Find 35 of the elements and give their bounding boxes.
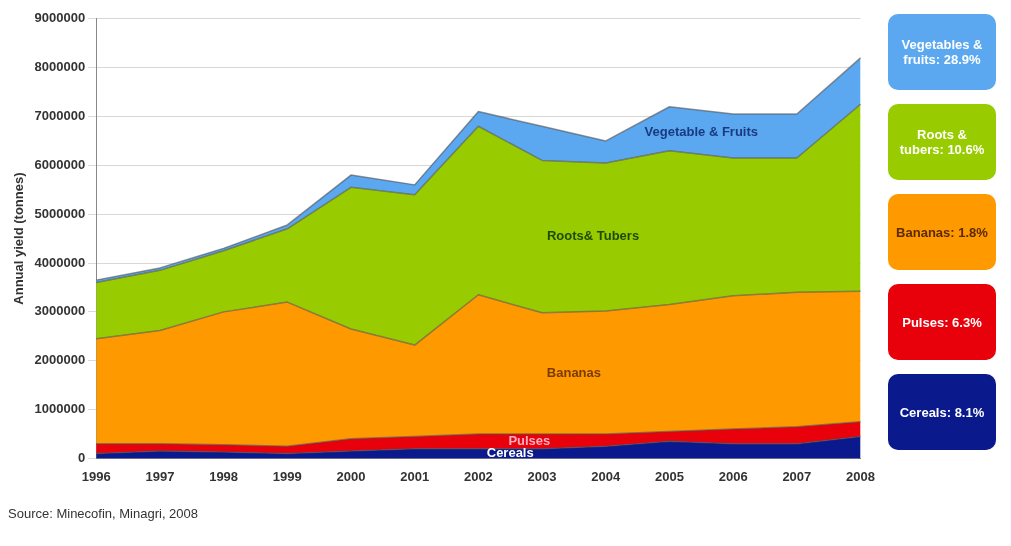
series-label: Bananas: [546, 364, 602, 380]
x-tick-label: 1996: [81, 468, 111, 484]
y-tick-label: 4000000: [34, 254, 86, 270]
text: Pulses: 6.3%: [888, 284, 996, 360]
x-tick-label: 2002: [463, 468, 493, 484]
y-tick-label: 5000000: [34, 205, 86, 221]
x-tick-label: 2006: [718, 468, 748, 484]
y-tick-label: 3000000: [34, 303, 86, 319]
y-tick-label: 0: [77, 449, 86, 465]
y-tick-label: 6000000: [34, 156, 86, 172]
series-label: Vegetable & Fruits: [644, 123, 759, 139]
x-tick-label: 2004: [591, 468, 621, 484]
x-tick-label: 2008: [846, 468, 875, 484]
x-tick-label: 2001: [400, 468, 430, 484]
source-note: Source: Minecofin, Minagri, 2008: [8, 506, 200, 521]
y-tick-label: 9000000: [34, 10, 86, 26]
x-tick-label: 2000: [336, 468, 366, 484]
text: Cereals: 8.1%: [888, 374, 996, 450]
y-axis-title: Annual yield (tonnes): [11, 172, 27, 305]
series-label: Roots& Tubers: [546, 228, 640, 244]
y-tick-label: 7000000: [34, 108, 86, 124]
x-tick-label: 2005: [655, 468, 684, 484]
x-tick-label: 2007: [782, 468, 812, 484]
x-tick-label: 1998: [209, 468, 239, 484]
text: Vegetables & fruits: 28.9%: [888, 14, 996, 90]
y-tick-label: 2000000: [34, 352, 86, 368]
text: Roots & tubers: 10.6%: [888, 104, 996, 180]
y-tick-label: 1000000: [34, 401, 86, 417]
x-tick-label: 1999: [272, 468, 302, 484]
series-label: Pulses: [508, 432, 551, 448]
series-label: Cereals: [486, 445, 534, 461]
x-tick-label: 2003: [527, 468, 557, 484]
text: Bananas: 1.8%: [888, 194, 996, 270]
y-tick-label: 8000000: [34, 59, 86, 75]
x-tick-label: 1997: [145, 468, 175, 484]
